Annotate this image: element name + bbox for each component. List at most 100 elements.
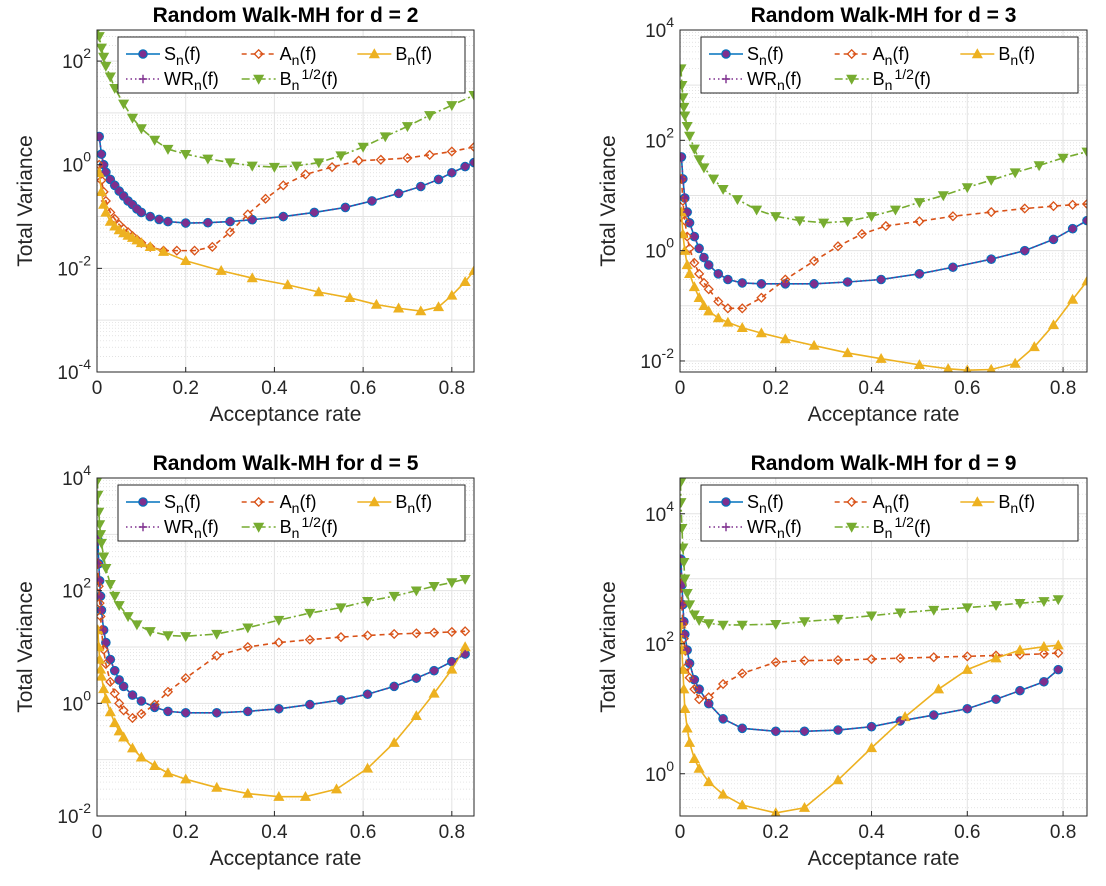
data-point	[415, 305, 427, 316]
x-tick-label: 0.6	[954, 822, 980, 843]
data-point	[428, 627, 440, 638]
data-point	[688, 281, 700, 292]
series-group	[97, 30, 474, 316]
data-point	[326, 161, 338, 173]
legend-marker	[253, 48, 264, 60]
data-point	[781, 279, 790, 289]
data-point	[97, 538, 107, 549]
data-point	[278, 180, 289, 191]
data-point	[189, 245, 200, 256]
data-point	[688, 610, 700, 621]
data-point	[410, 710, 422, 721]
legend-item: Bn(f)	[357, 492, 432, 516]
data-point	[757, 279, 766, 289]
data-point	[424, 111, 436, 122]
data-point	[770, 212, 782, 222]
data-point	[808, 339, 820, 350]
data-point	[680, 173, 687, 184]
x-tick-label: 0.2	[763, 378, 789, 399]
legend-marker	[846, 522, 858, 533]
series-B-half	[680, 64, 1087, 229]
data-point	[104, 706, 116, 717]
data-point	[144, 627, 156, 638]
data-point	[246, 272, 258, 283]
series-WR	[97, 535, 470, 717]
y-tick-label: 10-4	[57, 356, 91, 384]
data-point	[447, 657, 457, 666]
data-point	[880, 220, 892, 232]
data-point	[1048, 201, 1059, 212]
data-point	[694, 694, 705, 705]
y-tick-label: 104	[645, 14, 674, 42]
series-A	[680, 173, 1087, 314]
legend-marker	[846, 496, 857, 508]
data-point	[113, 601, 125, 612]
legend-item: Bn1/2(f)	[241, 66, 338, 93]
legend-marker	[253, 74, 265, 85]
x-tick-label: 0.4	[858, 378, 885, 399]
data-point	[98, 683, 110, 694]
data-point	[402, 152, 413, 164]
data-point	[248, 215, 257, 224]
y-tick-label: 100	[62, 687, 91, 715]
legend-label: Bn1/2(f)	[280, 514, 338, 541]
data-point	[895, 653, 906, 664]
data-point	[363, 690, 372, 699]
data-point	[446, 626, 457, 638]
data-point	[128, 200, 137, 209]
data-point	[135, 237, 147, 248]
data-point	[310, 208, 319, 217]
data-point	[961, 183, 973, 194]
data-point	[680, 80, 688, 91]
data-point	[698, 277, 710, 289]
data-point	[357, 142, 369, 153]
x-tick-label: 0.4	[261, 822, 288, 843]
legend-marker	[368, 48, 380, 59]
series-line	[680, 68, 1087, 224]
y-tick-label: 102	[62, 575, 91, 603]
legend-marker	[138, 497, 148, 507]
data-point	[681, 122, 693, 132]
legend-label: Sn(f)	[164, 492, 201, 516]
data-point	[126, 113, 139, 124]
data-point	[737, 668, 748, 679]
series-B-half	[97, 30, 474, 173]
data-point	[362, 630, 373, 641]
data-point	[1009, 168, 1021, 179]
data-point	[990, 601, 1002, 612]
data-point	[694, 684, 704, 694]
series-A	[680, 573, 1064, 705]
data-point	[681, 722, 693, 733]
data-point	[717, 184, 729, 195]
data-point	[137, 208, 146, 217]
data-point	[224, 158, 236, 169]
data-point	[833, 725, 843, 735]
data-point	[282, 279, 294, 290]
data-point	[109, 83, 121, 94]
data-point	[268, 162, 280, 173]
data-point	[680, 93, 689, 104]
chart-title: Random Walk-MH for d = 2	[153, 4, 419, 27]
data-point	[928, 605, 940, 616]
data-point	[211, 629, 223, 640]
data-point	[211, 781, 223, 792]
data-point	[962, 651, 973, 662]
data-point	[336, 695, 346, 705]
data-point	[990, 652, 1002, 663]
data-point	[434, 175, 443, 184]
data-point	[181, 218, 190, 228]
tick-labels: 0 0.2 0.4 0.6 0.8 100 102 104	[645, 498, 1076, 843]
series-B-half	[680, 478, 1064, 631]
x-tick-label: 0	[675, 822, 686, 843]
data-point	[106, 175, 115, 184]
data-point	[738, 278, 747, 288]
data-point	[875, 352, 887, 363]
data-point	[97, 507, 105, 518]
legend-marker	[721, 522, 731, 532]
x-tick-label: 0	[92, 378, 103, 399]
data-point	[832, 241, 844, 252]
data-point	[1052, 639, 1064, 650]
data-point	[459, 574, 471, 585]
series-B-half	[97, 478, 471, 643]
data-point	[122, 612, 134, 623]
